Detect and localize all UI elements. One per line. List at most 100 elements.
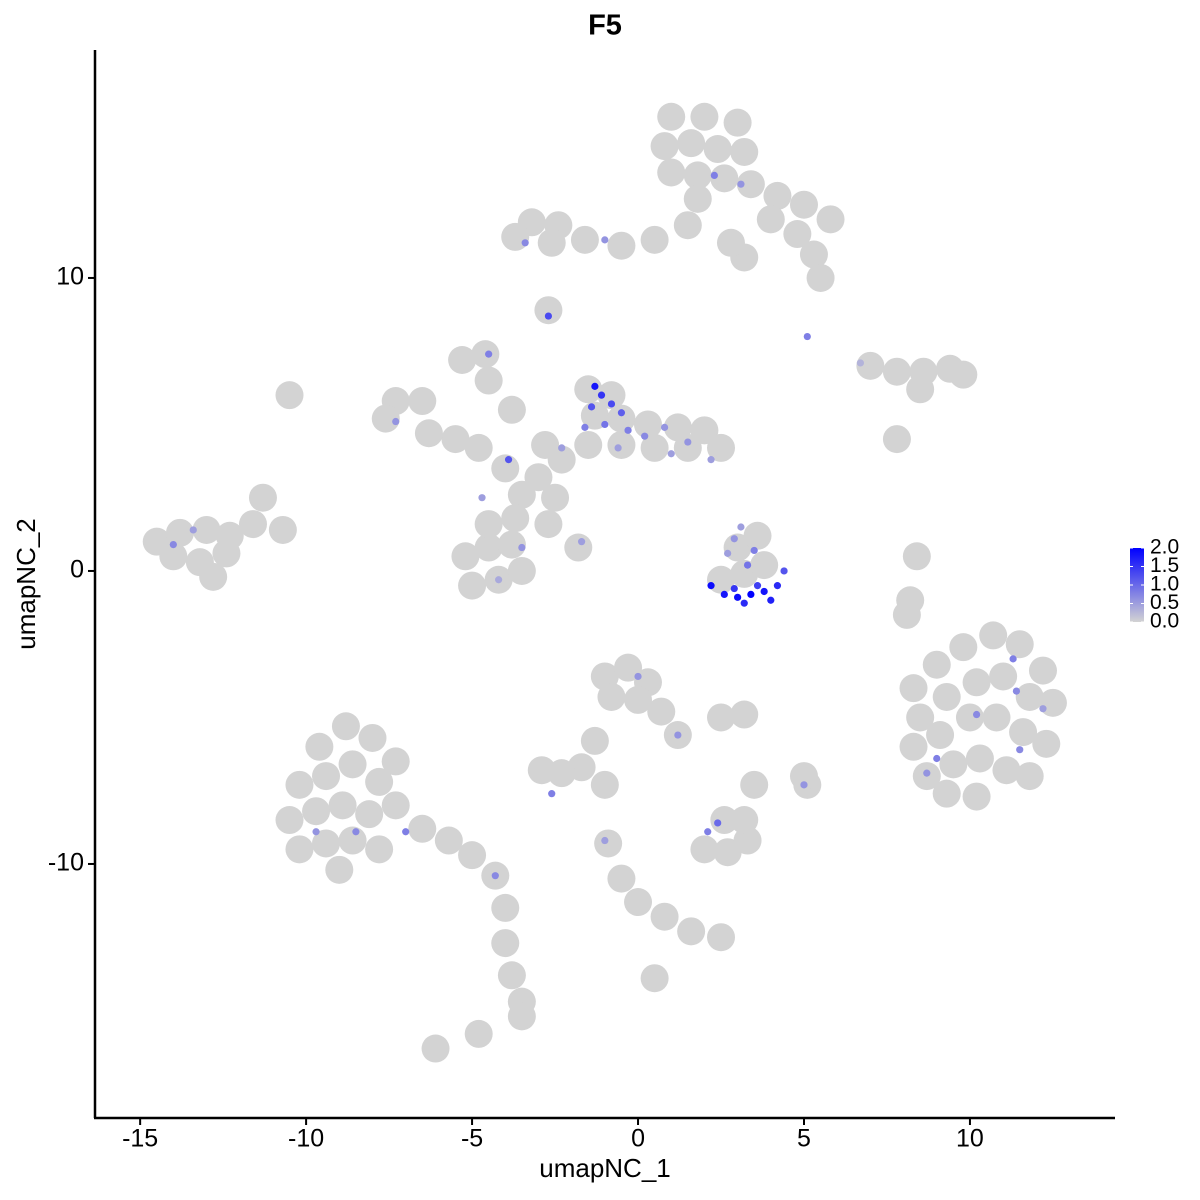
cell-point: [441, 425, 470, 454]
expression-point: [634, 672, 642, 681]
cell-point: [703, 135, 732, 164]
x-axis-title: umapNC_1: [539, 1153, 671, 1183]
cell-point: [962, 782, 991, 811]
expression-point: [710, 171, 718, 180]
colorbar-label: 0.0: [1150, 610, 1179, 633]
cell-point: [434, 826, 463, 855]
cell-point: [312, 829, 341, 858]
cell-point: [570, 225, 599, 254]
cell-point: [497, 395, 526, 424]
cell-point: [165, 518, 194, 547]
cell-point: [763, 181, 792, 210]
x-tick-label: -15: [122, 1125, 158, 1153]
expression-point: [923, 769, 931, 777]
cell-point: [707, 923, 736, 952]
cell-point: [677, 917, 706, 946]
cell-point: [607, 864, 636, 893]
cell-point: [806, 263, 835, 292]
cell-point: [451, 542, 480, 571]
colorbar: [1130, 548, 1144, 622]
cell-point: [1032, 729, 1061, 758]
expression-point: [312, 828, 320, 836]
expression-point: [1012, 687, 1021, 695]
cell-point: [607, 430, 636, 459]
expression-point: [491, 872, 499, 880]
cell-point: [1005, 630, 1034, 659]
cell-point: [285, 770, 314, 799]
cell-point: [524, 463, 553, 492]
expression-point: [720, 590, 728, 599]
expression-point: [558, 444, 566, 452]
cell-point: [736, 170, 765, 199]
expression-point: [478, 494, 486, 502]
cell-point: [325, 855, 354, 884]
cell-point: [683, 184, 712, 213]
cell-point: [650, 902, 679, 931]
expression-point: [169, 540, 177, 549]
cell-point: [939, 750, 968, 779]
expression-point: [750, 546, 758, 555]
expression-point: [737, 523, 745, 531]
cell-point: [574, 430, 603, 459]
expression-point: [1039, 705, 1047, 713]
cell-point: [816, 205, 845, 234]
cell-point: [899, 674, 928, 703]
expression-point: [581, 423, 589, 431]
cell-point: [597, 381, 626, 410]
cell-point: [673, 433, 702, 462]
expression-point: [1009, 655, 1017, 663]
expression-point: [773, 582, 782, 590]
expression-point: [591, 382, 599, 390]
expression-point: [544, 312, 553, 320]
cell-point: [448, 345, 477, 374]
cell-point: [534, 296, 563, 325]
cell-point: [464, 1019, 493, 1048]
expression-point: [504, 456, 513, 464]
x-tick-label: 10: [956, 1125, 984, 1153]
cell-point: [640, 964, 669, 993]
cell-point: [547, 759, 576, 788]
cell-point: [624, 888, 653, 917]
expression-point: [402, 828, 410, 836]
cell-point: [338, 826, 367, 855]
expression-point: [707, 456, 715, 464]
expression-point: [189, 526, 197, 534]
expression-point: [518, 543, 526, 552]
expression-point: [734, 593, 742, 601]
expression-point: [747, 590, 755, 599]
cell-point: [338, 750, 367, 779]
expression-point: [495, 576, 503, 584]
cell-point: [962, 668, 991, 697]
cell-point: [640, 225, 669, 254]
cell-point: [633, 410, 662, 439]
cell-point: [1009, 718, 1038, 747]
cell-point: [501, 222, 530, 251]
cell-point: [358, 723, 387, 752]
cell-point: [534, 510, 563, 539]
cell-point: [268, 515, 297, 544]
cell-point: [650, 132, 679, 161]
cell-point: [421, 1034, 450, 1063]
cell-point: [491, 929, 520, 958]
expression-point: [597, 391, 606, 399]
cell-point: [906, 375, 935, 404]
cell-point: [408, 387, 437, 416]
cell-point: [381, 791, 410, 820]
cell-point: [497, 530, 526, 559]
cell-point: [474, 366, 503, 395]
colorbar-label: 1.5: [1150, 554, 1179, 577]
cell-point: [707, 703, 736, 732]
cell-point: [979, 621, 1008, 650]
expression-point: [601, 420, 609, 429]
cell-point: [212, 539, 241, 568]
cell-point: [199, 562, 228, 591]
expression-point: [780, 567, 788, 575]
cell-point: [756, 205, 785, 234]
cell-point: [365, 767, 394, 796]
cell-point: [690, 416, 719, 445]
cell-point: [371, 404, 400, 433]
cell-point: [285, 835, 314, 864]
expression-point: [730, 535, 738, 543]
cell-point: [590, 770, 619, 799]
cell-point: [1028, 656, 1057, 685]
